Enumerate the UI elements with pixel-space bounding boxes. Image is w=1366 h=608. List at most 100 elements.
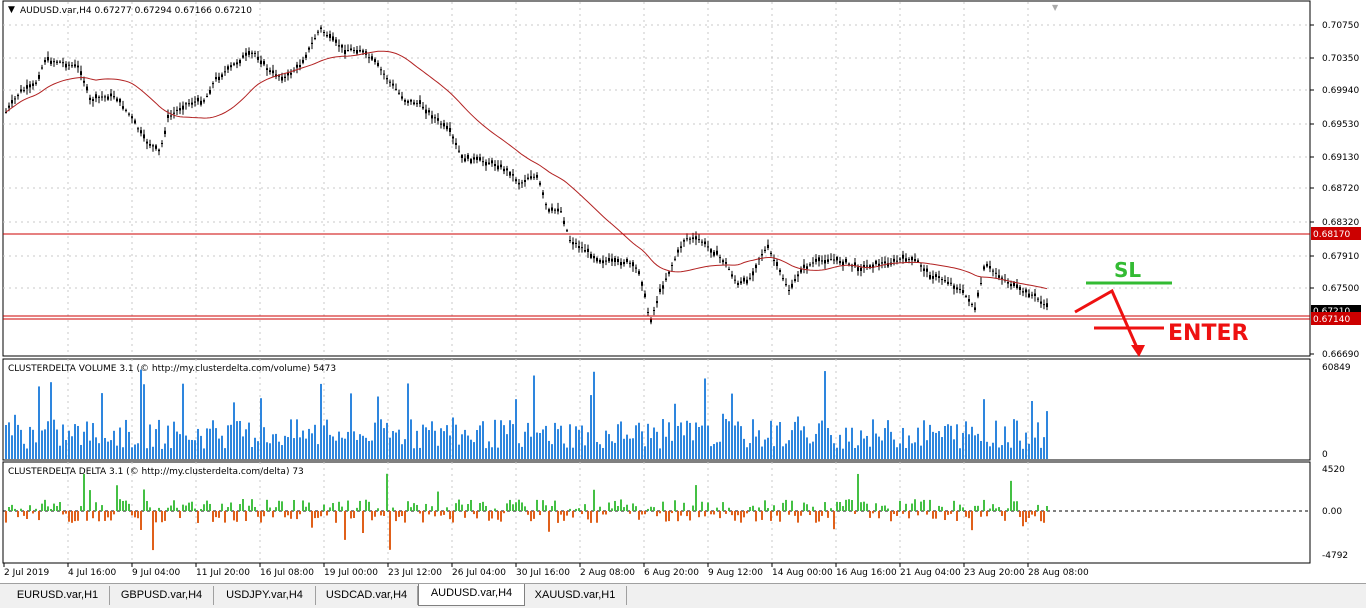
delta-bar-positive <box>995 508 997 511</box>
delta-bar-positive <box>248 505 250 511</box>
volume-bar <box>395 432 397 459</box>
tab-eurusd[interactable]: EURUSD.var,H1 <box>6 586 110 605</box>
volume-bar <box>41 430 43 459</box>
volume-bar <box>572 447 574 459</box>
volume-bar <box>809 443 811 459</box>
candle-body <box>623 262 625 265</box>
delta-bar-negative <box>755 511 757 522</box>
volume-bar <box>98 443 100 459</box>
delta-bar-positive <box>227 507 229 511</box>
delta-bar-positive <box>767 508 769 511</box>
delta-scale-min: -4792 <box>1322 551 1348 561</box>
volume-bar <box>740 426 742 459</box>
volume-bar <box>689 422 691 459</box>
volume-bar <box>245 429 247 459</box>
time-axis-label: 16 Aug 16:00 <box>836 568 897 578</box>
candle-body <box>983 266 985 270</box>
tab-gbpusd[interactable]: GBPUSD.var,H4 <box>110 586 214 605</box>
volume-bar <box>401 444 403 459</box>
volume-bar <box>545 425 547 459</box>
delta-bar-positive <box>323 504 325 511</box>
volume-bar <box>8 422 10 459</box>
delta-bar-negative <box>734 511 736 521</box>
moving-average-line <box>5 50 1048 290</box>
delta-bar-positive <box>857 473 859 511</box>
volume-bar <box>527 422 529 459</box>
candle-body <box>995 272 997 274</box>
candle-body <box>134 120 136 124</box>
delta-bar-negative <box>137 511 139 519</box>
candle-body <box>359 50 361 52</box>
delta-bar-negative <box>965 511 967 517</box>
delta-bar-positive <box>329 507 331 511</box>
candle-body <box>509 172 511 176</box>
candle-body <box>464 158 466 162</box>
candle-body <box>944 280 946 282</box>
delta-bar-positive <box>635 506 637 511</box>
candle-body <box>167 114 169 118</box>
candle-body <box>641 282 643 286</box>
delta-bar-negative <box>668 511 670 522</box>
delta-bar-positive <box>806 504 808 511</box>
volume-bar <box>140 369 142 459</box>
delta-bar-positive <box>1013 501 1015 511</box>
delta-bar-negative <box>428 511 430 515</box>
candle-body <box>959 288 961 290</box>
volume-bar <box>638 422 640 459</box>
delta-bar-positive <box>467 504 469 511</box>
candle-body <box>59 61 61 63</box>
candle-body <box>629 262 631 264</box>
candle-body <box>194 101 196 103</box>
volume-bar <box>656 431 658 459</box>
delta-bar-positive <box>983 499 985 511</box>
volume-bar <box>26 448 28 459</box>
delta-bar-negative <box>896 511 898 516</box>
tab-xauusd[interactable]: XAUUSD.var,H1 <box>524 586 627 605</box>
volume-bar <box>503 425 505 459</box>
delta-bar-negative <box>263 511 265 517</box>
delta-bar-positive <box>998 507 1000 511</box>
candle-body <box>164 130 166 134</box>
chart-area[interactable]: 0.70750 0.70350 0.69940 0.69530 0.69130 0.687… <box>0 0 1366 583</box>
candle-body <box>350 48 352 50</box>
delta-bar-positive <box>524 506 526 511</box>
delta-bar-negative <box>449 511 451 520</box>
delta-bar-positive <box>377 508 379 511</box>
chart-menu-icon[interactable]: ▼ <box>8 5 15 15</box>
volume-bar <box>836 447 838 459</box>
candle-body <box>710 249 712 253</box>
tab-audusd[interactable]: AUDUSD.var,H4 <box>418 584 525 606</box>
volume-bar <box>113 430 115 459</box>
time-axis-label: 11 Jul 20:00 <box>196 568 250 578</box>
tab-usdcad[interactable]: USDCAD.var,H4 <box>316 586 418 605</box>
delta-bar-positive <box>992 504 994 511</box>
delta-bars <box>5 473 1048 551</box>
candle-body <box>770 252 772 254</box>
delta-bar-negative <box>389 511 391 550</box>
candle-body <box>1040 301 1042 304</box>
volume-bar <box>65 439 67 459</box>
tab-usdjpy[interactable]: USDJPY.var,H4 <box>214 586 316 605</box>
delta-bar-positive <box>308 502 310 511</box>
delta-bar-positive <box>242 499 244 511</box>
delta-bar-positive <box>149 507 151 511</box>
delta-bar-negative <box>1034 511 1036 517</box>
delta-bar-positive <box>887 508 889 511</box>
volume-bar <box>980 440 982 459</box>
delta-bar-positive <box>230 502 232 511</box>
volume-bar <box>104 437 106 459</box>
candle-body <box>170 115 172 117</box>
volume-bar <box>815 433 817 459</box>
candle-body <box>401 96 403 99</box>
candle-body <box>491 160 493 164</box>
delta-bar-positive <box>146 500 148 511</box>
candle-body <box>749 277 751 279</box>
volume-bar <box>686 420 688 459</box>
shift-marker-icon[interactable]: ▼ <box>1052 3 1059 12</box>
time-axis-label: 26 Jul 04:00 <box>452 568 506 578</box>
candle-body <box>578 246 580 249</box>
delta-bar-negative <box>212 511 214 522</box>
price-scale-label: 0.67910 <box>1322 252 1359 262</box>
delta-bar-negative <box>98 511 100 522</box>
delta-bar-negative <box>815 511 817 523</box>
